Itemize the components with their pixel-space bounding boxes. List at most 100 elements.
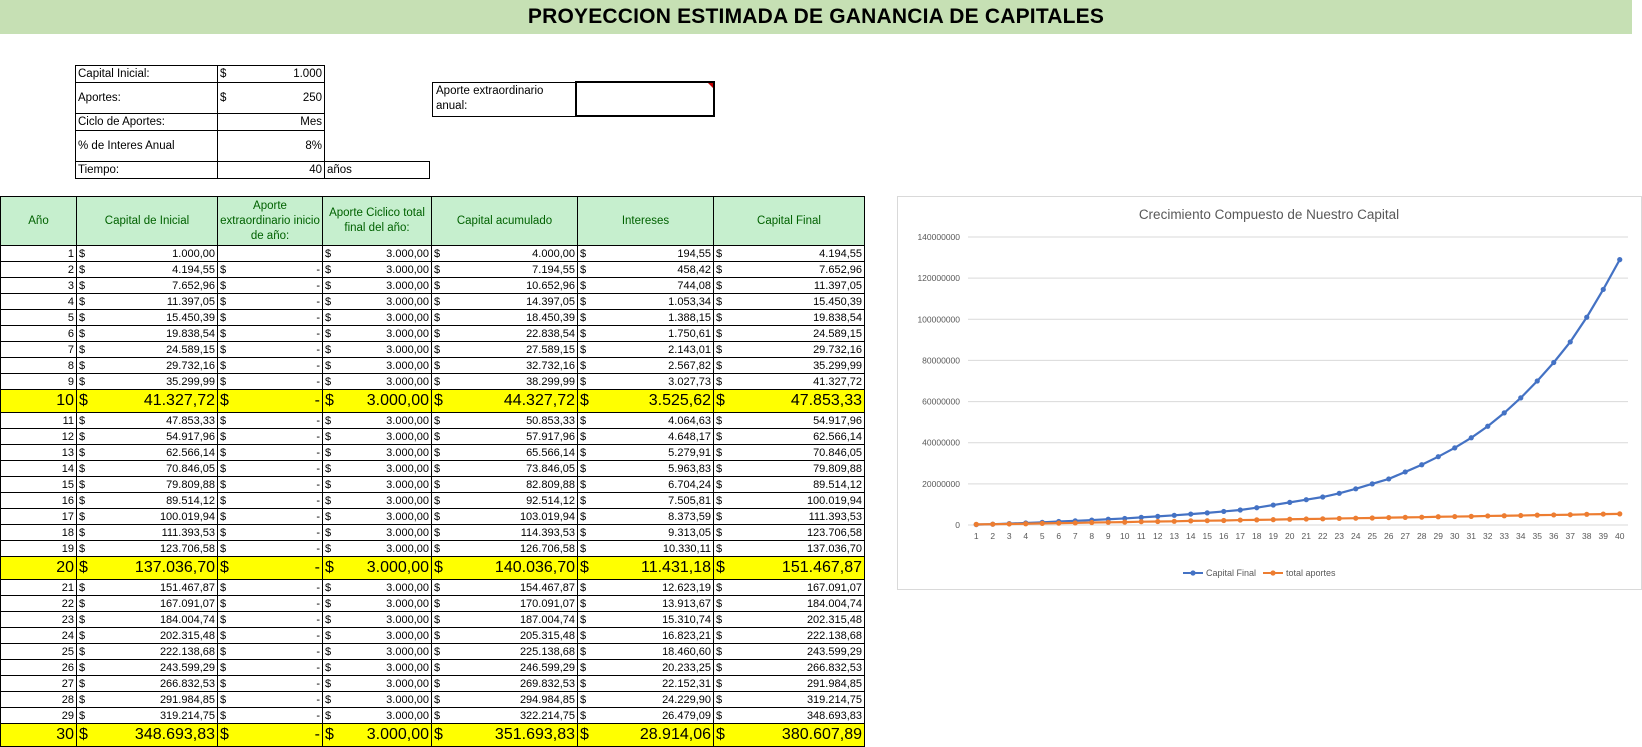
year-cell[interactable]: 19 [0,540,77,557]
data-point[interactable] [1138,514,1144,520]
year-cell[interactable]: 25 [0,643,77,660]
value-cell[interactable]: 3.000,00 [339,261,432,278]
value-cell[interactable]: - [234,508,323,525]
value-cell[interactable]: - [234,707,323,724]
data-point[interactable] [1006,521,1012,527]
value-cell[interactable]: 3.000,00 [339,675,432,692]
data-point[interactable] [1039,520,1045,526]
value-cell[interactable]: - [234,293,323,310]
data-point[interactable] [1600,511,1606,517]
value-cell[interactable]: 19.838,54 [93,325,218,342]
value-cell[interactable]: 3.000,00 [339,373,432,390]
value-cell[interactable]: 194,55 [594,245,714,262]
value-cell[interactable]: - [234,556,323,580]
data-point[interactable] [1584,511,1590,517]
value-cell[interactable]: - [234,492,323,509]
value-cell[interactable]: 2.143,01 [594,341,714,358]
value-cell[interactable]: - [234,643,323,660]
value-cell[interactable]: 3.000,00 [339,341,432,358]
value-cell[interactable]: 3.000,00 [339,492,432,509]
value-cell[interactable]: - [234,277,323,294]
value-cell[interactable]: 291.984,85 [93,691,218,708]
year-cell[interactable]: 16 [0,492,77,509]
value-cell[interactable]: 3.000,00 [339,277,432,294]
value-cell[interactable]: 1.053,34 [594,293,714,310]
value-cell[interactable]: 29.732,16 [730,341,865,358]
value-cell[interactable]: 22.152,31 [594,675,714,692]
value-cell[interactable]: 3.000,00 [339,579,432,596]
value-cell[interactable]: 348.693,83 [730,707,865,724]
value-cell[interactable]: 100.019,94 [730,492,865,509]
value-cell[interactable]: 35.299,99 [93,373,218,390]
value-cell[interactable]: - [234,659,323,676]
value-cell[interactable]: - [234,444,323,461]
data-point[interactable] [1188,518,1194,524]
value-cell[interactable]: 4.194,55 [730,245,865,262]
year-cell[interactable]: 15 [0,476,77,493]
data-point[interactable] [1254,517,1260,523]
value-cell[interactable]: - [234,357,323,374]
data-point[interactable] [1468,435,1474,441]
data-point[interactable] [1336,490,1342,496]
value-cell[interactable]: 18.460,60 [594,643,714,660]
value-cell[interactable]: 266.832,53 [730,659,865,676]
aportes-cell[interactable]: 250 [234,82,325,114]
value-cell[interactable]: 170.091,07 [448,595,578,612]
value-cell[interactable]: 89.514,12 [93,492,218,509]
data-point[interactable] [1402,514,1408,520]
value-cell[interactable]: 137.036,70 [93,556,218,580]
extra-contribution-cell[interactable] [575,81,715,117]
value-cell[interactable]: - [234,373,323,390]
value-cell[interactable]: 4.648,17 [594,428,714,445]
data-point[interactable] [1402,469,1408,475]
value-cell[interactable]: 5.963,83 [594,460,714,477]
value-cell[interactable]: 3.000,00 [339,245,432,262]
value-cell[interactable]: 28.914,06 [594,723,714,747]
value-cell[interactable]: - [234,309,323,326]
value-cell[interactable]: 151.467,87 [93,579,218,596]
value-cell[interactable]: 3.000,00 [339,389,432,413]
data-point[interactable] [1452,513,1458,520]
year-cell[interactable]: 29 [0,707,77,724]
value-cell[interactable]: 79.809,88 [730,460,865,477]
value-cell[interactable]: 246.599,29 [448,659,578,676]
value-cell[interactable]: 1.000,00 [93,245,218,262]
value-cell[interactable]: 26.479,09 [594,707,714,724]
value-cell[interactable]: 5.279,91 [594,444,714,461]
data-point[interactable] [1468,513,1474,519]
value-cell[interactable]: 187.004,74 [448,611,578,628]
data-point[interactable] [1551,512,1557,518]
value-cell[interactable]: 319.214,75 [93,707,218,724]
data-point[interactable] [1023,521,1029,527]
data-point[interactable] [1369,515,1375,521]
value-cell[interactable]: 3.000,00 [339,476,432,493]
value-cell[interactable]: 12.623,19 [594,579,714,596]
value-cell[interactable]: 8.373,59 [594,508,714,525]
value-cell[interactable]: - [234,460,323,477]
value-cell[interactable]: 32.732,16 [448,357,578,374]
value-cell[interactable]: 266.832,53 [93,675,218,692]
data-point[interactable] [1435,514,1441,520]
value-cell[interactable]: 1.750,61 [594,325,714,342]
value-cell[interactable]: 54.917,96 [730,412,865,429]
value-cell[interactable]: 167.091,07 [93,595,218,612]
legend-label[interactable]: total aportes [1286,568,1336,578]
value-cell[interactable]: 54.917,96 [93,428,218,445]
data-point[interactable] [1501,513,1507,519]
data-point[interactable] [1551,359,1557,366]
data-point[interactable] [1584,314,1590,320]
value-cell[interactable]: 351.693,83 [448,723,578,747]
value-cell[interactable]: 18.450,39 [448,309,578,326]
value-cell[interactable]: 11.431,18 [594,556,714,580]
value-cell[interactable]: 3.000,00 [339,659,432,676]
value-cell[interactable]: - [234,579,323,596]
year-cell[interactable]: 18 [0,524,77,541]
year-cell[interactable]: 21 [0,579,77,596]
data-point[interactable] [1155,513,1161,519]
data-point[interactable] [1534,512,1540,518]
data-point[interactable] [1518,512,1524,519]
value-cell[interactable]: 3.000,00 [339,611,432,628]
value-cell[interactable]: - [234,691,323,708]
value-cell[interactable]: 3.000,00 [339,540,432,557]
data-point[interactable] [1485,423,1491,429]
